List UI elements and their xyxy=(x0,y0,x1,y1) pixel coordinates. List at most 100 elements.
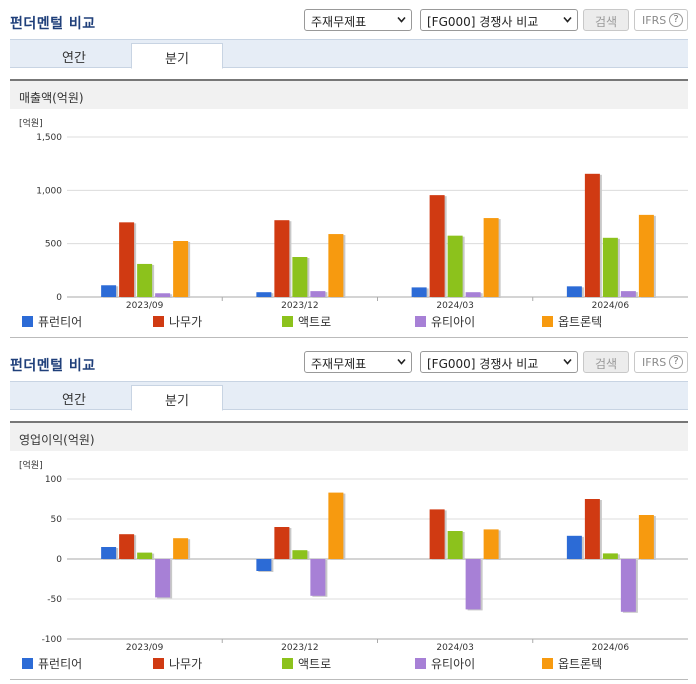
legend-swatch xyxy=(415,658,426,669)
legend-swatch xyxy=(22,658,33,669)
ifrs-button[interactable]: IFRS ? xyxy=(634,351,688,373)
statement-select-value: 주재무제표 xyxy=(311,357,367,371)
legend-swatch xyxy=(153,316,164,327)
legend-item[interactable]: 나무가 xyxy=(153,313,202,330)
bar[interactable] xyxy=(638,515,654,559)
tab-annual[interactable]: 연간 xyxy=(62,51,86,66)
y-tick-label: 500 xyxy=(45,240,62,250)
bar[interactable] xyxy=(292,550,308,559)
bar[interactable] xyxy=(429,509,445,559)
bar[interactable] xyxy=(155,559,171,598)
tab-quarterly[interactable]: 분기 xyxy=(131,385,223,411)
legend-label: 나무가 xyxy=(169,315,203,329)
bar[interactable] xyxy=(292,257,308,297)
bar[interactable] xyxy=(256,292,272,297)
legend-item[interactable]: 액트로 xyxy=(282,655,331,672)
legend-swatch xyxy=(415,316,426,327)
legend-label: 액트로 xyxy=(298,315,332,329)
bar[interactable] xyxy=(310,291,326,297)
metric-label: 영업이익(억원) xyxy=(10,421,688,451)
bar[interactable] xyxy=(483,218,499,297)
tab-annual[interactable]: 연간 xyxy=(62,393,86,408)
chevron-down-icon xyxy=(563,15,572,24)
legend-label: 퓨런티어 xyxy=(38,657,83,671)
ifrs-button[interactable]: IFRS ? xyxy=(634,9,688,31)
bar[interactable] xyxy=(310,559,326,596)
bar[interactable] xyxy=(256,559,272,571)
search-button[interactable]: 검색 xyxy=(583,9,629,31)
legend-item[interactable]: 유티아이 xyxy=(415,655,475,672)
chevron-down-icon xyxy=(563,357,572,366)
bar[interactable] xyxy=(584,499,600,559)
ifrs-label: IFRS xyxy=(642,356,667,369)
bar[interactable] xyxy=(137,263,153,297)
bar[interactable] xyxy=(119,222,135,297)
bar[interactable] xyxy=(328,492,344,559)
legend-item[interactable]: 옵트론텍 xyxy=(542,655,602,672)
legend-item[interactable]: 옵트론텍 xyxy=(542,313,602,330)
legend-item[interactable]: 퓨런티어 xyxy=(22,655,82,672)
bar[interactable] xyxy=(274,220,290,297)
y-tick-label: 50 xyxy=(51,515,63,525)
revenue-chart: [억원] 0 500 1,000 1,500 2023/09 2023/12 2024/03 2… xyxy=(19,117,688,309)
bar[interactable] xyxy=(173,538,189,559)
period-tabs: 연간 분기 xyxy=(10,381,688,411)
statement-select[interactable]: 주재무제표 xyxy=(304,351,412,373)
period-tabs: 연간 분기 xyxy=(10,39,688,69)
tab-quarterly[interactable]: 분기 xyxy=(131,43,223,69)
bar[interactable] xyxy=(119,534,135,559)
bar[interactable] xyxy=(274,527,290,559)
legend-item[interactable]: 유티아이 xyxy=(415,313,475,330)
metric-label: 매출액(억원) xyxy=(10,79,688,109)
legend-label: 유티아이 xyxy=(431,657,476,671)
statement-select-value: 주재무제표 xyxy=(311,15,367,29)
help-icon[interactable]: ? xyxy=(669,355,683,369)
bar[interactable] xyxy=(602,553,618,559)
bar[interactable] xyxy=(584,173,600,297)
legend-item[interactable]: 퓨런티어 xyxy=(22,313,82,330)
bar[interactable] xyxy=(447,235,463,297)
panel-title: 펀더멘털 비교 xyxy=(10,358,96,374)
bar[interactable] xyxy=(602,237,618,297)
legend-label: 나무가 xyxy=(169,657,203,671)
bar[interactable] xyxy=(328,234,344,297)
bar[interactable] xyxy=(620,291,636,297)
statement-select[interactable]: 주재무제표 xyxy=(304,9,412,31)
legend-swatch xyxy=(282,316,293,327)
bar[interactable] xyxy=(137,552,153,559)
chevron-down-icon xyxy=(397,357,406,366)
x-tick-label: 2024/06 xyxy=(592,643,630,651)
bar[interactable] xyxy=(566,286,582,297)
bar[interactable] xyxy=(566,535,582,559)
bar[interactable] xyxy=(483,529,499,559)
unit-label: [억원] xyxy=(19,459,43,471)
y-tick-label: 0 xyxy=(56,555,62,565)
legend-item[interactable]: 액트로 xyxy=(282,313,331,330)
compare-select[interactable]: [FG000] 경쟁사 비교 xyxy=(420,351,578,373)
bar[interactable] xyxy=(620,559,636,612)
x-tick-label: 2024/03 xyxy=(436,643,473,651)
compare-select[interactable]: [FG000] 경쟁사 비교 xyxy=(420,9,578,31)
compare-select-value: [FG000] 경쟁사 비교 xyxy=(427,15,539,29)
operating-profit-chart: [억원] -100 -50 0 50 100 2023/09 2023/12 2024/03 20… xyxy=(19,459,688,651)
search-button[interactable]: 검색 xyxy=(583,351,629,373)
legend-item[interactable]: 나무가 xyxy=(153,655,202,672)
fundamental-panel-revenue: 펀더멘털 비교 주재무제표 [FG000] 경쟁사 비교 검색 IFRS ? 연… xyxy=(0,0,696,340)
bar[interactable] xyxy=(465,559,481,610)
bar[interactable] xyxy=(173,241,189,297)
x-tick-label: 2023/12 xyxy=(281,643,318,651)
bar[interactable] xyxy=(155,293,171,297)
bar[interactable] xyxy=(429,195,445,297)
help-icon[interactable]: ? xyxy=(669,13,683,27)
bar[interactable] xyxy=(638,214,654,297)
bar[interactable] xyxy=(447,531,463,559)
bar[interactable] xyxy=(465,292,481,297)
x-tick-label: 2023/09 xyxy=(126,643,164,651)
bar[interactable] xyxy=(101,285,117,297)
legend-label: 옵트론텍 xyxy=(558,657,603,671)
legend-swatch xyxy=(22,316,33,327)
bar[interactable] xyxy=(411,287,427,297)
y-tick-label: 1,000 xyxy=(36,186,62,196)
x-tick-label: 2023/12 xyxy=(281,301,318,309)
bar[interactable] xyxy=(101,547,117,559)
